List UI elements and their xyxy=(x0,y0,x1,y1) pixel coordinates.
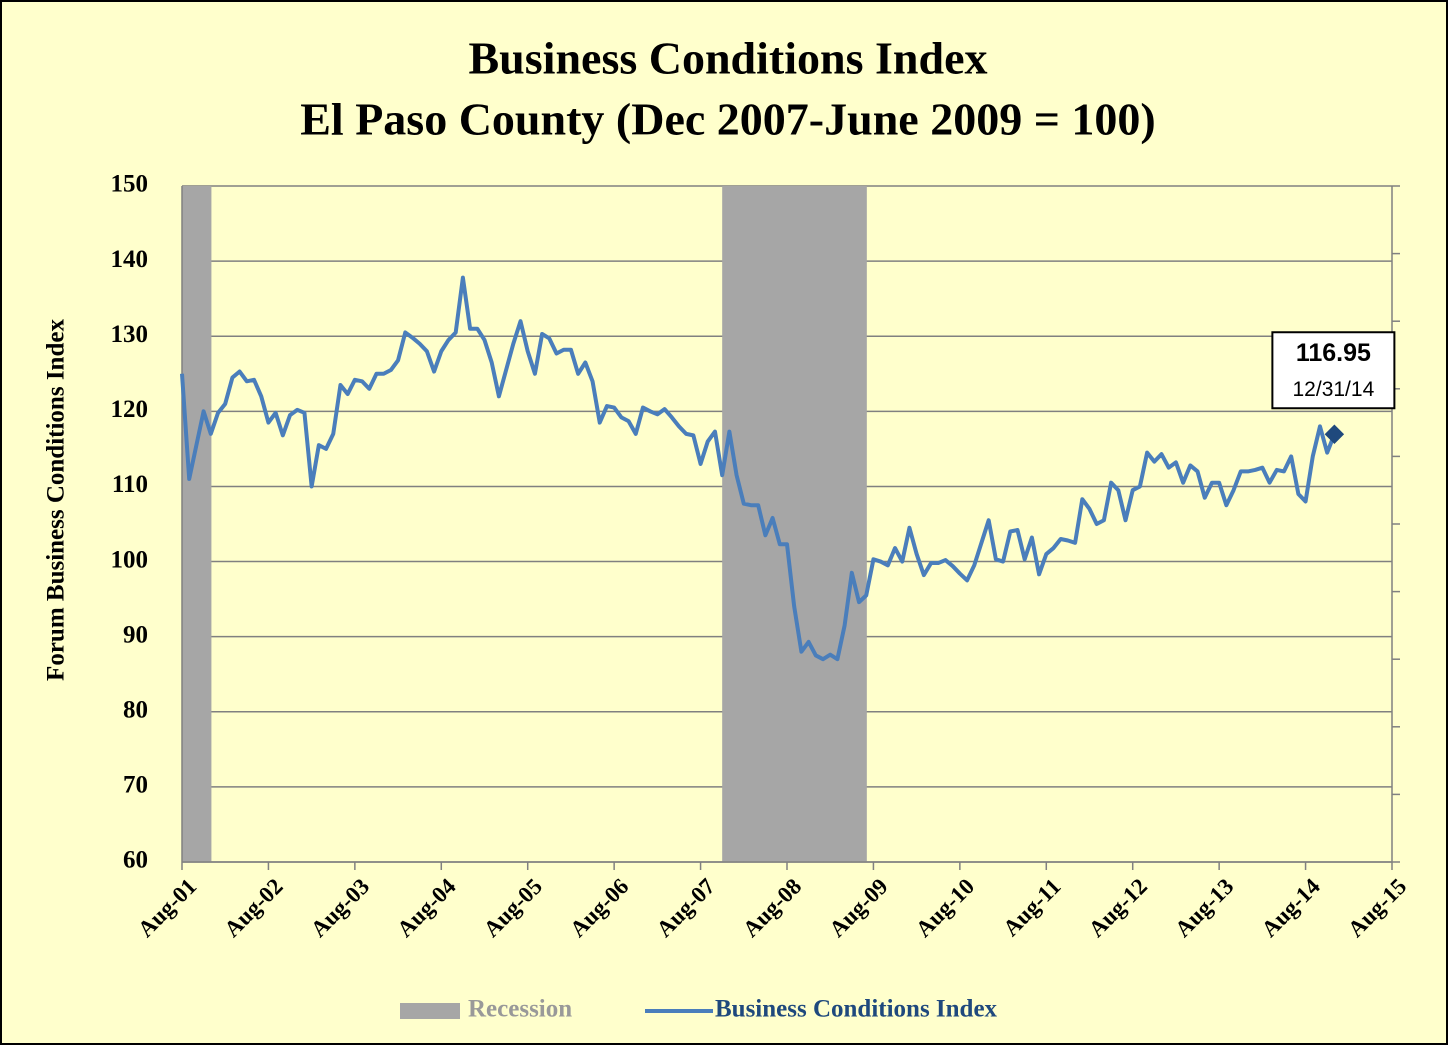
legend-label: Business Conditions Index xyxy=(715,996,998,1023)
recession-bar xyxy=(779,186,788,862)
recession-bar xyxy=(772,186,781,862)
recession-bar xyxy=(830,186,839,862)
recession-bar xyxy=(815,186,824,862)
chart-subtitle: El Paso County (Dec 2007-June 2009 = 100… xyxy=(300,94,1155,145)
legend-swatch xyxy=(400,1003,460,1019)
y-tick-label: 150 xyxy=(111,171,149,198)
recession-bar xyxy=(750,186,759,862)
recession-bar xyxy=(794,186,803,862)
last-point-marker xyxy=(1324,424,1345,444)
recession-bar xyxy=(729,186,738,862)
y-tick-label: 140 xyxy=(111,246,149,273)
recession-bar xyxy=(844,186,853,862)
y-tick-label: 100 xyxy=(111,546,149,573)
annotation-box xyxy=(1271,331,1396,410)
recession-bar xyxy=(203,186,212,862)
recession-bar xyxy=(859,186,867,862)
recession-bar xyxy=(189,186,198,862)
index-line xyxy=(180,275,1337,662)
y-tick-label: 80 xyxy=(123,697,148,724)
recession-bar xyxy=(196,186,205,862)
recession-bar xyxy=(182,186,190,862)
chart-title: Business Conditions Index xyxy=(469,33,988,84)
y-tick-label: 90 xyxy=(123,621,148,648)
recession-bar xyxy=(823,186,831,862)
annotation-value: 116.95 xyxy=(1296,339,1371,367)
y-tick-label: 60 xyxy=(123,847,148,874)
y-tick-label: 120 xyxy=(111,396,149,423)
annotation-date: 12/31/14 xyxy=(1293,378,1375,401)
recession-bar xyxy=(801,186,810,862)
recession-bar xyxy=(787,186,795,862)
recession-bar xyxy=(722,186,730,862)
recession-bar xyxy=(808,186,817,862)
recession-bar xyxy=(851,186,860,862)
y-tick-label: 110 xyxy=(112,471,148,498)
recession-bar xyxy=(837,186,846,862)
legend-label: Recession xyxy=(468,996,572,1023)
recession-bar xyxy=(743,186,752,862)
y-axis-title: Forum Business Conditions Index xyxy=(43,319,70,681)
y-tick-label: 130 xyxy=(111,321,149,348)
recession-bar xyxy=(736,186,745,862)
y-tick-label: 70 xyxy=(123,772,148,799)
